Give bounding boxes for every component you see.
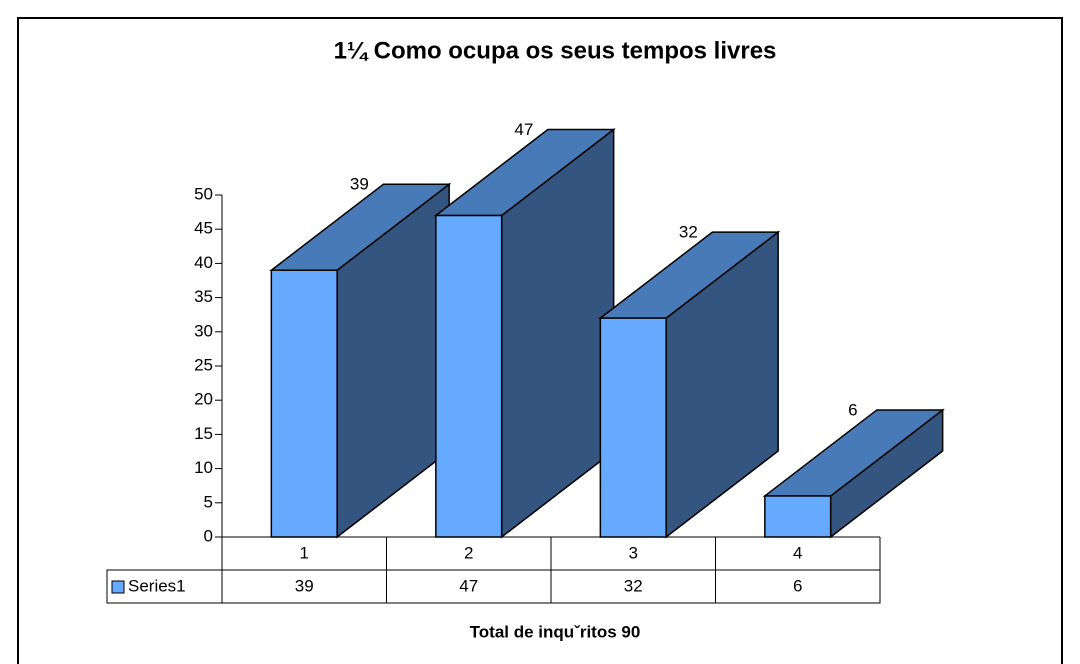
bar <box>270 269 338 538</box>
table-value: 32 <box>624 576 643 595</box>
legend-label: Series1 <box>128 576 186 595</box>
legend-swatch <box>111 580 125 594</box>
data-label: 39 <box>350 175 369 194</box>
y-tick-label: 50 <box>194 184 213 203</box>
y-tick-label: 15 <box>194 424 213 443</box>
table-value: 39 <box>295 576 314 595</box>
data-label: 6 <box>848 400 857 419</box>
x-tick-label: 3 <box>629 543 638 562</box>
data-label: 32 <box>679 223 698 242</box>
y-tick-label: 25 <box>194 355 213 374</box>
y-tick-label: 40 <box>194 253 213 272</box>
y-tick-label: 10 <box>194 458 213 477</box>
bar <box>599 317 667 538</box>
bar <box>764 495 832 538</box>
x-tick-label: 2 <box>464 543 473 562</box>
footnote: Total de inquˇritos 90 <box>470 622 641 641</box>
bar <box>435 214 503 538</box>
x-tick-label: 4 <box>793 543 802 562</box>
y-tick-label: 30 <box>194 321 213 340</box>
y-tick-label: 20 <box>194 390 213 409</box>
table-value: 47 <box>459 576 478 595</box>
x-tick-label: 1 <box>300 543 309 562</box>
y-tick-label: 45 <box>194 219 213 238</box>
y-tick-label: 5 <box>204 492 213 511</box>
y-tick-label: 35 <box>194 287 213 306</box>
table-value: 6 <box>793 576 802 595</box>
y-tick-label: 0 <box>204 526 213 545</box>
data-label: 47 <box>514 120 533 139</box>
chart-title: 1¼ Como ocupa os seus tempos livres <box>334 37 777 64</box>
